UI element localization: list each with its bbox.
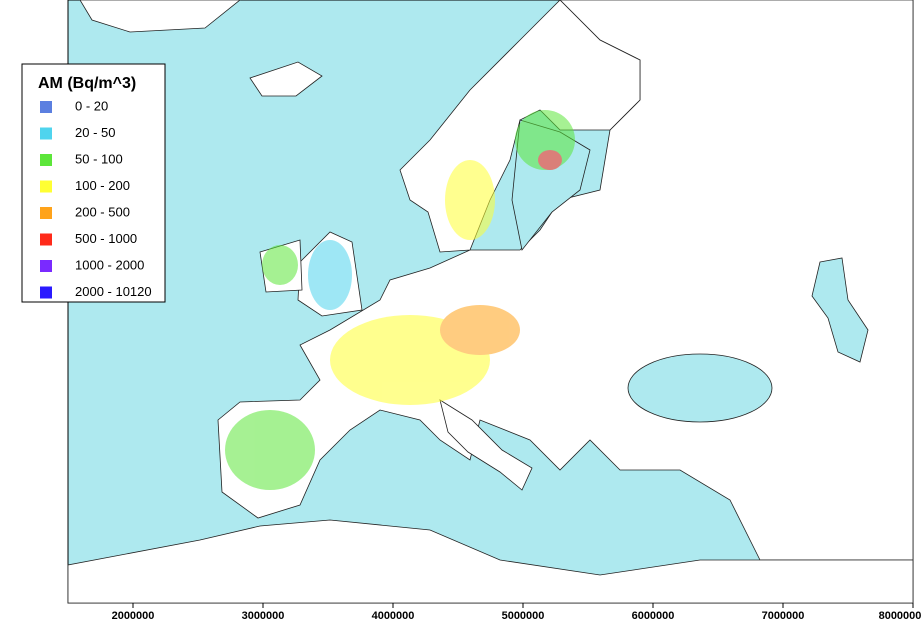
legend-swatch: [40, 207, 52, 219]
legend: AM (Bq/m^3) 0 - 20 20 - 50 50 - 100 100 - 2…: [21, 63, 166, 303]
legend-label: 2000 - 10120: [75, 284, 152, 299]
legend-label: 20 - 50: [75, 125, 115, 140]
legend-swatch: [40, 180, 52, 193]
x-tick-label: 5000000: [502, 610, 545, 622]
legend-label: 100 - 200: [75, 178, 130, 193]
x-axis: 2000000 3000000 4000000 5000000 6000000 70000…: [112, 603, 922, 622]
legend-swatch: [40, 154, 52, 166]
measurement-overlay: [225, 110, 575, 490]
legend-label: 0 - 20: [75, 98, 108, 113]
legend-swatch: [40, 286, 52, 299]
x-tick-label: 4000000: [372, 610, 415, 622]
italy: [439, 399, 533, 491]
legend-label: 500 - 1000: [75, 231, 137, 246]
x-tick-label: 3000000: [242, 610, 285, 622]
legend-swatch: [40, 233, 52, 246]
legend-label: 50 - 100: [75, 151, 123, 166]
legend-label: 1000 - 2000: [75, 257, 144, 272]
x-tick-label: 6000000: [632, 610, 675, 622]
legend-swatch: [40, 101, 52, 113]
x-tick-label: 2000000: [112, 610, 155, 622]
legend-swatch: [40, 127, 52, 140]
legend-swatch: [40, 260, 52, 272]
legend-title: AM (Bq/m^3): [38, 75, 136, 92]
x-tick-label: 7000000: [762, 610, 805, 622]
legend-label: 200 - 500: [75, 204, 130, 219]
x-tick-label: 8000000: [879, 610, 922, 622]
